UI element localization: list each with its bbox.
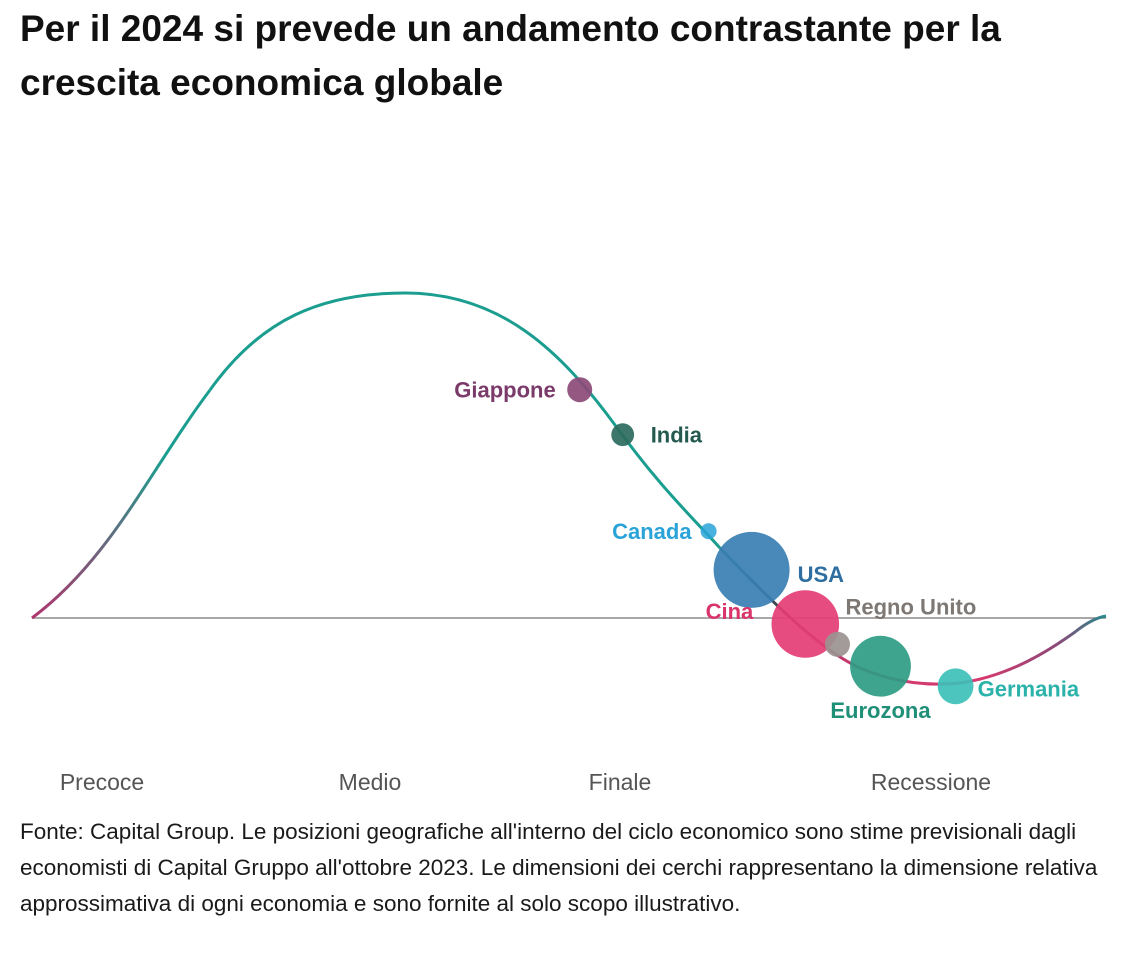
marker-cina xyxy=(771,590,840,658)
marker-giappone xyxy=(567,377,593,403)
label-india: India xyxy=(651,423,703,448)
page-title: Per il 2024 si prevede un andamento cont… xyxy=(20,8,1001,103)
marker-india xyxy=(611,423,635,447)
label-germania: Germania xyxy=(978,676,1080,701)
label-usa: USA xyxy=(798,562,845,587)
phase-label-medio: Medio xyxy=(339,769,402,795)
label-regno-unito: Regno Unito xyxy=(846,594,977,619)
cycle-curve-mid xyxy=(208,291,722,550)
source-footnote: Fonte: Capital Group. Le posizioni geogr… xyxy=(20,819,1098,916)
marker-germania xyxy=(937,668,974,705)
phase-label-precoce: Precoce xyxy=(60,769,144,795)
phase-label-recessione: Recessione xyxy=(871,769,991,795)
label-canada: Canada xyxy=(612,519,692,544)
country-markers: Giappone India Canada USA Cina Regno Unito Eur… xyxy=(454,377,1080,723)
cycle-curve-early xyxy=(31,389,212,620)
marker-canada xyxy=(700,523,717,540)
marker-usa xyxy=(713,531,790,608)
label-cina: Cina xyxy=(706,599,754,624)
phase-label-finale: Finale xyxy=(589,769,652,795)
marker-eurozona xyxy=(850,635,911,697)
cycle-curve-recovery xyxy=(959,614,1107,685)
label-giappone: Giappone xyxy=(454,378,555,403)
label-eurozona: Eurozona xyxy=(830,698,931,723)
marker-regno-unito xyxy=(825,631,850,657)
